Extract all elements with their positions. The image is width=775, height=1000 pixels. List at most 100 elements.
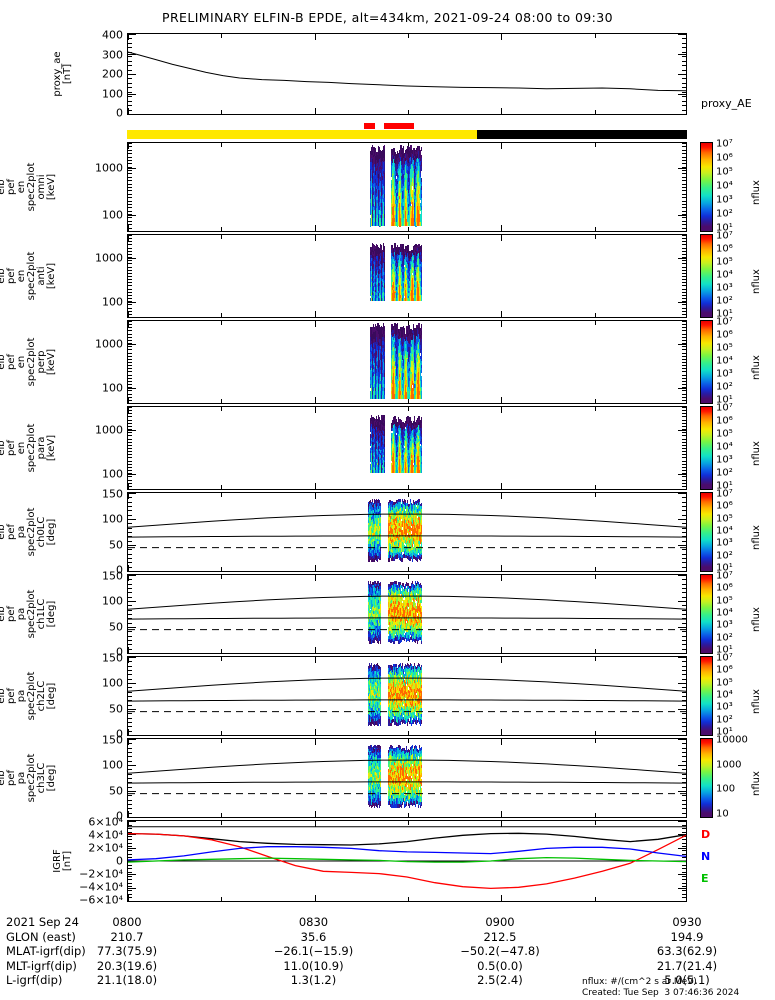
spec-cell [383, 214, 385, 220]
spec-cell [372, 154, 374, 160]
spec-cell [379, 161, 381, 166]
spec-cell [391, 153, 393, 158]
spec-cell [420, 221, 423, 227]
y-minor-tick [682, 51, 686, 53]
x-tick [408, 34, 409, 38]
y-minor-tick [682, 217, 686, 219]
y-major-tick [678, 215, 686, 217]
spec-cell [391, 198, 393, 204]
y-minor-tick [682, 403, 686, 404]
y-major-tick [678, 74, 686, 75]
colorbar-tick: 10⁷ [716, 230, 733, 242]
colorbar-label-en-perp: nflux [751, 355, 762, 380]
y-minor-tick [128, 200, 132, 202]
colorbar-tick: 10⁷ [716, 316, 733, 328]
spec-cell [384, 177, 386, 183]
y-minor-tick [128, 214, 132, 216]
y-minor-tick [682, 207, 686, 209]
ylabel-en-omni: elb pef en spec2plot omni [keV] [0, 142, 57, 232]
y-minor-tick [682, 69, 686, 71]
spec-cell [384, 345, 386, 350]
spec-cell [375, 148, 377, 153]
spec-cell [384, 221, 386, 227]
colorbar-tick: 10² [716, 381, 733, 393]
y-minor-tick [128, 173, 132, 175]
x-tick [594, 227, 596, 231]
spec-cell [391, 156, 393, 162]
spectrogram-data-en-perp [128, 321, 686, 403]
y-minor-tick [682, 176, 686, 178]
y-minor-tick [682, 203, 686, 205]
y-minor-tick [128, 183, 132, 185]
colorbar-tick: 10² [716, 295, 733, 307]
y-minor-tick [682, 109, 686, 111]
x-tick [408, 227, 409, 231]
y-minor-tick [682, 227, 686, 229]
x-tick [501, 34, 503, 40]
y-minor-tick [682, 224, 686, 226]
x-tick [221, 110, 223, 114]
y-minor-tick [682, 105, 686, 107]
ylabel-line: [keV] [46, 173, 57, 201]
colorbar-label-en-omni: nflux [751, 180, 762, 205]
y-minor-tick [128, 217, 132, 219]
spec-cell [384, 173, 386, 179]
spec-cell [384, 213, 386, 219]
spec-cell [378, 145, 380, 151]
spectrogram-data-en-para [128, 407, 686, 489]
y-minor-tick [682, 47, 686, 49]
y-minor-tick [128, 489, 132, 490]
colorbar-en-omni [700, 142, 713, 232]
spec-cell [391, 183, 393, 189]
spec-cell [391, 206, 393, 212]
y-minor-tick [128, 224, 132, 226]
y-minor-tick [128, 227, 132, 229]
y-minor-tick [682, 60, 686, 62]
spec-cell [374, 147, 376, 153]
y-major-tick [128, 215, 136, 217]
y-minor-tick [128, 82, 132, 84]
y-minor-tick [682, 173, 686, 175]
y-minor-tick [128, 210, 132, 212]
y-minor-tick [682, 143, 686, 144]
spec-cell [383, 170, 385, 175]
colorbar-tick: 10³ [716, 194, 733, 206]
y-minor-tick [682, 210, 686, 212]
x-tick [408, 110, 409, 114]
spec-cell [372, 146, 374, 152]
panel-proxy-ae [127, 33, 687, 115]
spec-cell [391, 210, 393, 215]
spec-cell [420, 297, 423, 302]
y-minor-tick [128, 156, 132, 158]
y-minor-tick [682, 231, 686, 232]
y-minor-tick [682, 187, 686, 188]
spec-cell [391, 202, 393, 208]
spec-cell [380, 166, 382, 172]
ytick-label: 1000 [95, 161, 123, 175]
y-minor-tick [128, 403, 132, 404]
y-minor-tick [682, 317, 686, 318]
y-major-tick [128, 74, 136, 75]
y-major-tick [678, 114, 686, 115]
colorbar-tick: 10² [716, 208, 733, 220]
y-minor-tick [682, 91, 686, 93]
y-minor-tick [682, 153, 686, 155]
y-minor-tick [128, 42, 132, 44]
colorbar-label-en-anti: nflux [751, 269, 762, 294]
y-minor-tick [128, 176, 132, 178]
y-minor-tick [682, 166, 686, 168]
y-minor-tick [128, 47, 132, 49]
y-minor-tick [128, 87, 132, 89]
x-tick [221, 34, 223, 38]
colorbar-tick: 10⁶ [716, 152, 733, 164]
y-minor-tick [682, 146, 686, 148]
y-major-tick [128, 94, 136, 95]
spec-cell [391, 160, 393, 166]
y-minor-tick [128, 143, 132, 144]
y-major-tick [678, 167, 686, 169]
y-minor-tick [682, 190, 686, 192]
y-minor-tick [128, 220, 132, 222]
y-minor-tick [682, 170, 686, 172]
x-tick [501, 225, 503, 231]
y-minor-tick [128, 197, 132, 199]
